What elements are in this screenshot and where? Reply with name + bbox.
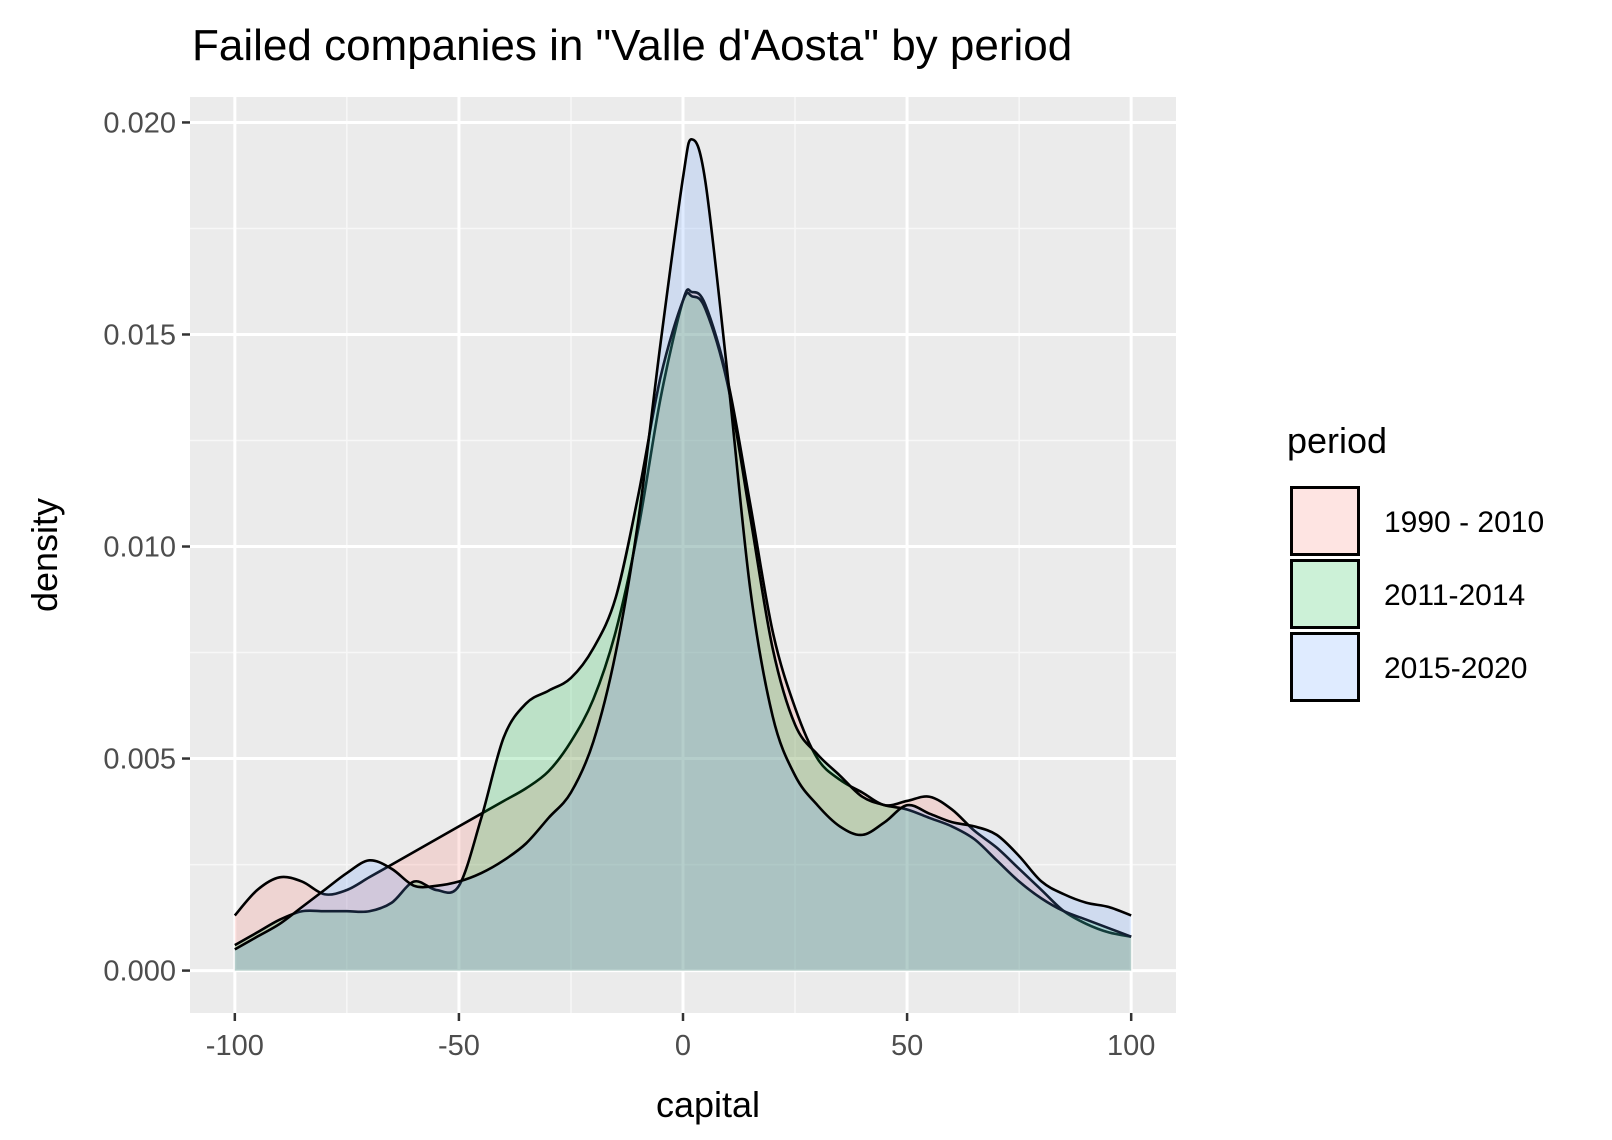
x-axis: -100 -50 0 50 100 <box>206 1013 1155 1062</box>
legend-swatch <box>1290 559 1360 629</box>
y-tick-label: 0.005 <box>103 744 176 776</box>
y-tick-label: 0.015 <box>103 319 176 351</box>
y-tick-label: 0.000 <box>103 956 176 988</box>
series-area-2 <box>234 292 1132 971</box>
legend-label: 2011-2014 <box>1384 579 1525 612</box>
x-tick-label: -50 <box>438 1030 480 1062</box>
y-tick-label: 0.010 <box>103 532 176 564</box>
legend-swatch <box>1290 486 1360 556</box>
legend-title: period <box>1287 420 1387 461</box>
legend-key-background <box>1290 632 1360 702</box>
legend-key-background <box>1290 486 1360 556</box>
legend-items: 1990 - 2010 2011-2014 2015-2020 <box>1290 486 1544 702</box>
legend-key-background <box>1290 559 1360 629</box>
y-axis-title: density <box>24 498 65 612</box>
series-area-1 <box>234 289 1132 971</box>
legend-label: 1990 - 2010 <box>1384 506 1544 539</box>
legend-swatch <box>1290 632 1360 702</box>
series-line-1 <box>233 288 1132 938</box>
x-tick-label: 50 <box>891 1030 923 1062</box>
density-series <box>233 138 1132 971</box>
chart-title: Failed companies in "Valle d'Aosta" by p… <box>192 21 1072 70</box>
y-tick-label: 0.020 <box>103 107 176 139</box>
legend: period 1990 - 2010 2011-2014 2015-2020 <box>1287 420 1544 702</box>
major-gridlines <box>190 97 1176 1013</box>
x-axis-title: capital <box>656 1084 760 1125</box>
x-tick-label: 100 <box>1107 1030 1155 1062</box>
legend-label: 2015-2020 <box>1384 652 1527 685</box>
series-area-3 <box>234 139 1132 971</box>
x-tick-label: -100 <box>206 1030 264 1062</box>
y-axis: 0.000 0.005 0.010 0.015 0.020 <box>103 107 190 988</box>
series-line-2 <box>234 291 1132 947</box>
x-tick-label: 0 <box>675 1030 691 1062</box>
series-line-3 <box>234 138 1132 951</box>
